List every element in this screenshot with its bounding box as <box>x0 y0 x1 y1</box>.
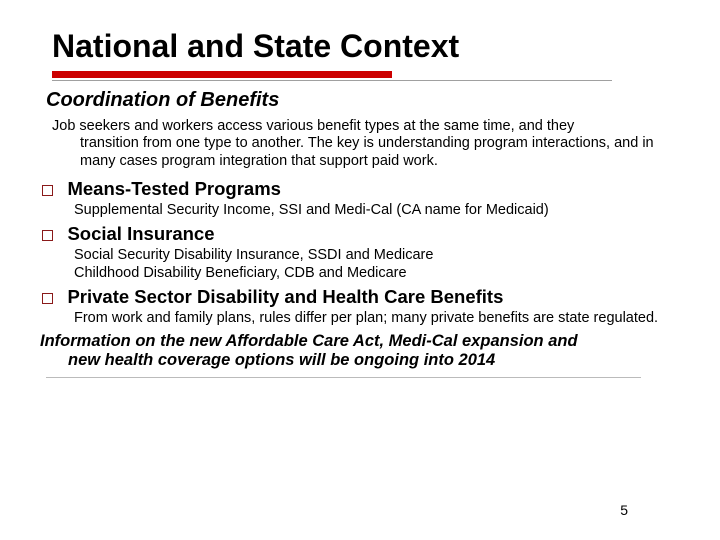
bullet-item-private-sector: Private Sector Disability and Health Car… <box>42 286 672 308</box>
intro-paragraph: Job seekers and workers access various b… <box>52 118 672 170</box>
slide: National and State Context Coordination … <box>0 0 720 540</box>
item-heading: Means-Tested Programs <box>67 178 281 199</box>
item-body: Social Security Disability Insurance, SS… <box>74 247 672 282</box>
title-rule-thin <box>52 80 612 81</box>
slide-title: National and State Context <box>52 28 672 65</box>
square-bullet-icon <box>42 230 53 241</box>
title-rule <box>52 71 672 81</box>
item-body: From work and family plans, rules differ… <box>74 310 672 327</box>
square-bullet-icon <box>42 185 53 196</box>
subtitle: Coordination of Benefits <box>46 89 672 112</box>
bullet-item-means-tested: Means-Tested Programs <box>42 178 672 200</box>
item-heading: Social Insurance <box>67 223 214 244</box>
bullet-item-social-insurance: Social Insurance <box>42 223 672 245</box>
intro-line-first: Job seekers and workers access various b… <box>52 118 574 134</box>
item-heading: Private Sector Disability and Health Car… <box>67 286 503 307</box>
title-rule-red <box>52 71 392 78</box>
bottom-rule <box>46 377 641 378</box>
intro-line-rest: transition from one type to another. The… <box>52 135 672 170</box>
closing-line-first: Information on the new Affordable Care A… <box>40 332 578 350</box>
closing-paragraph: Information on the new Affordable Care A… <box>40 332 672 372</box>
square-bullet-icon <box>42 293 53 304</box>
page-number: 5 <box>620 502 628 518</box>
item-body: Supplemental Security Income, SSI and Me… <box>74 202 672 219</box>
closing-line-rest: new health coverage options will be ongo… <box>40 351 672 371</box>
